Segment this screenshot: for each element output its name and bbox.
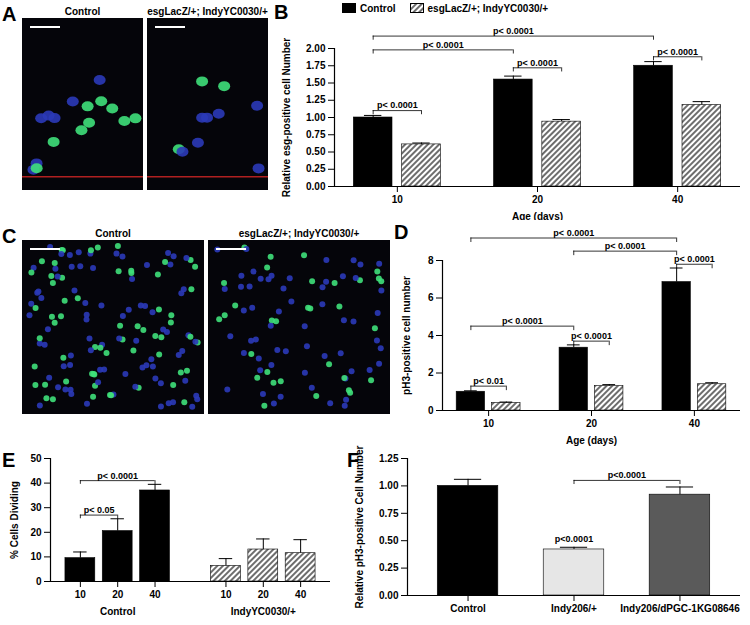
svg-text:40: 40 [672, 194, 684, 205]
svg-text:p< 0.0001: p< 0.0001 [657, 47, 698, 57]
svg-text:p< 0.0001: p< 0.0001 [571, 331, 612, 341]
svg-text:4: 4 [428, 330, 434, 341]
svg-text:p< 0.0001: p< 0.0001 [674, 254, 715, 264]
svg-text:2.00: 2.00 [306, 43, 326, 54]
svg-text:10: 10 [392, 194, 404, 205]
svg-text:0.25: 0.25 [306, 163, 326, 174]
svg-text:40: 40 [295, 589, 307, 600]
svg-text:Control: Control [65, 6, 101, 17]
svg-text:40: 40 [149, 589, 161, 600]
svg-text:10: 10 [75, 589, 87, 600]
svg-text:p< 0.0001: p< 0.0001 [553, 228, 594, 238]
svg-text:1.75: 1.75 [306, 60, 326, 71]
svg-text:0.00: 0.00 [379, 590, 399, 601]
svg-text:50: 50 [30, 453, 42, 464]
svg-text:0.75: 0.75 [306, 129, 326, 140]
svg-text:Age (days): Age (days) [566, 435, 617, 446]
svg-text:p<0.0001: p<0.0001 [608, 470, 646, 480]
svg-text:Control: Control [100, 606, 136, 617]
svg-text:10: 10 [483, 418, 495, 429]
svg-text:2: 2 [428, 367, 434, 378]
svg-text:p< 0.0001: p< 0.0001 [517, 58, 558, 68]
svg-text:30: 30 [30, 502, 42, 513]
svg-text:0.00: 0.00 [306, 181, 326, 192]
svg-text:1.25: 1.25 [379, 453, 399, 464]
svg-text:0.25: 0.25 [379, 562, 399, 573]
svg-text:Control: Control [450, 603, 486, 614]
svg-text:8: 8 [428, 255, 434, 266]
svg-text:esgLacZ/+; IndyYC0030/+: esgLacZ/+; IndyYC0030/+ [147, 6, 268, 17]
svg-text:0.75: 0.75 [379, 508, 399, 519]
svg-text:Indy206/dPGC-1KG08646: Indy206/dPGC-1KG08646 [620, 603, 740, 614]
svg-text:0.50: 0.50 [379, 535, 399, 546]
svg-text:0.50: 0.50 [306, 146, 326, 157]
svg-text:20: 20 [112, 589, 124, 600]
svg-text:pH3-positive cell number: pH3-positive cell number [401, 276, 412, 395]
svg-text:6: 6 [428, 292, 434, 303]
svg-text:Control: Control [95, 228, 131, 239]
svg-text:esgLacZ/+; IndyYC0030/+: esgLacZ/+; IndyYC0030/+ [239, 228, 360, 239]
svg-text:1.00: 1.00 [379, 480, 399, 491]
svg-text:p< 0.0001: p< 0.0001 [502, 316, 543, 326]
svg-text:10: 10 [220, 589, 232, 600]
svg-text:10: 10 [30, 551, 42, 562]
svg-text:p<0.0001: p<0.0001 [555, 534, 593, 544]
svg-text:p< 0.0001: p< 0.0001 [377, 100, 418, 110]
svg-text:p< 0.0001: p< 0.0001 [493, 26, 534, 36]
svg-text:Indy206/+: Indy206/+ [551, 603, 597, 614]
svg-text:40: 40 [689, 418, 701, 429]
svg-text:20: 20 [258, 589, 270, 600]
svg-text:0: 0 [36, 576, 42, 587]
svg-text:p< 0.0001: p< 0.0001 [423, 40, 464, 50]
svg-text:p< 0.0001: p< 0.0001 [97, 471, 138, 481]
svg-text:0: 0 [428, 405, 434, 416]
svg-text:% Cells Dividing: % Cells Dividing [9, 481, 20, 559]
svg-text:IndyYC0030/+: IndyYC0030/+ [231, 606, 296, 617]
svg-text:1.25: 1.25 [306, 94, 326, 105]
svg-text:1.50: 1.50 [306, 77, 326, 88]
svg-text:20: 20 [586, 418, 598, 429]
svg-text:Relative esg-positive cell Num: Relative esg-positive cell Number [281, 38, 292, 198]
svg-text:1.00: 1.00 [306, 112, 326, 123]
svg-text:20: 20 [532, 194, 544, 205]
svg-text:40: 40 [30, 477, 42, 488]
svg-text:p< 0.0001: p< 0.0001 [605, 241, 646, 251]
svg-text:p< 0.05: p< 0.05 [84, 505, 115, 515]
svg-text:20: 20 [30, 527, 42, 538]
svg-text:p< 0.01: p< 0.01 [473, 376, 504, 386]
